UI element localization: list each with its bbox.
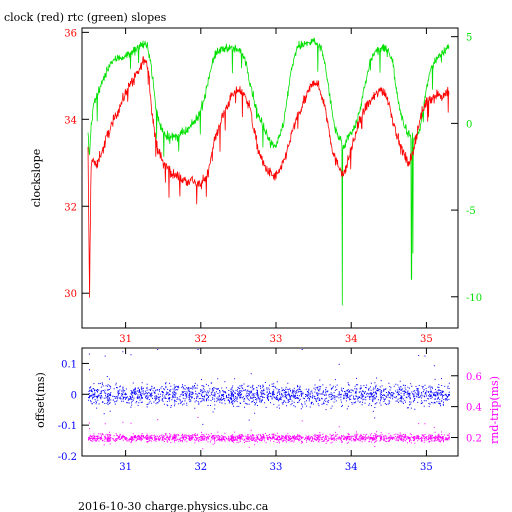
footer-text: 2016-10-30 charge.physics.ubc.ca: [78, 500, 269, 512]
bottom-y-tick-label: 0.1: [61, 359, 77, 370]
bottom-x-tick-label: 35: [420, 462, 433, 473]
bottom-magenta-scatter: [88, 417, 450, 450]
bottom-ylabel-right: rnd-trip(ms): [488, 376, 501, 444]
bottom-y-right-tick-label: 0.6: [466, 372, 482, 383]
top-y-right-tick-label: 0: [466, 119, 472, 130]
top-x-tick-label: 33: [270, 334, 283, 345]
top-y-tick-label: 34: [64, 115, 77, 126]
bottom-x-tick-label: 33: [270, 462, 283, 473]
offset-points: [88, 349, 450, 425]
top-y-right-tick-label: 5: [466, 33, 472, 44]
top-x-tick-label: 34: [345, 334, 358, 345]
bottom-plot-frame: [81, 347, 459, 457]
bottom-x-tick-label: 32: [194, 462, 207, 473]
bottom-x-tick-label: 34: [345, 462, 358, 473]
bottom-left-ticks: -0.2 -0.1 0 0.1: [58, 359, 89, 463]
chart-title: clock (red) rtc (green) slopes: [4, 11, 167, 24]
top-red-line: [87, 56, 450, 298]
top-plot-frame: [81, 27, 459, 329]
top-x-tick-label: 32: [194, 334, 207, 345]
top-green-line: [87, 37, 450, 306]
top-y-right-tick-label: -10: [466, 293, 482, 304]
top-x-ticks: 31 32 33 34 35: [119, 28, 433, 345]
bottom-y-right-tick-label: 0.4: [466, 403, 482, 414]
bottom-y-tick-label: 0: [71, 390, 77, 401]
green-series-line: [87, 37, 450, 306]
red-series-line: [87, 56, 450, 298]
bottom-right-ticks: 0.2 0.4 0.6: [451, 372, 482, 444]
bottom-y-tick-label: -0.2: [58, 452, 77, 463]
bottom-x-tick-label: 31: [119, 462, 132, 473]
top-x-tick-label: 31: [119, 334, 132, 345]
top-ylabel: clockslope: [30, 149, 43, 207]
bottom-blue-scatter: [88, 349, 450, 425]
top-y-tick-label: 36: [64, 28, 77, 39]
bottom-y-tick-label: -0.1: [58, 421, 77, 432]
bottom-x-ticks: 31 32 33 34 35: [119, 348, 433, 473]
top-y-tick-label: 32: [64, 202, 77, 213]
rnd-trip-points: [88, 417, 450, 450]
bottom-y-right-tick-label: 0.2: [466, 433, 482, 444]
top-panel: 30 32 34 36 -10 -5 0 5 31 32 33 34 35 clockslope: [30, 27, 482, 345]
bottom-panel: -0.2 -0.1 0 0.1 0.2 0.4 0.6 31 32 33 34 35 offset…: [34, 347, 501, 473]
top-right-ticks: -10 -5 0 5: [451, 33, 482, 304]
top-x-tick-label: 35: [420, 334, 433, 345]
top-y-right-tick-label: -5: [466, 206, 476, 217]
top-left-ticks: 30 32 34 36: [64, 28, 89, 300]
bottom-ylabel: offset(ms): [34, 372, 47, 428]
top-y-tick-label: 30: [64, 289, 77, 300]
